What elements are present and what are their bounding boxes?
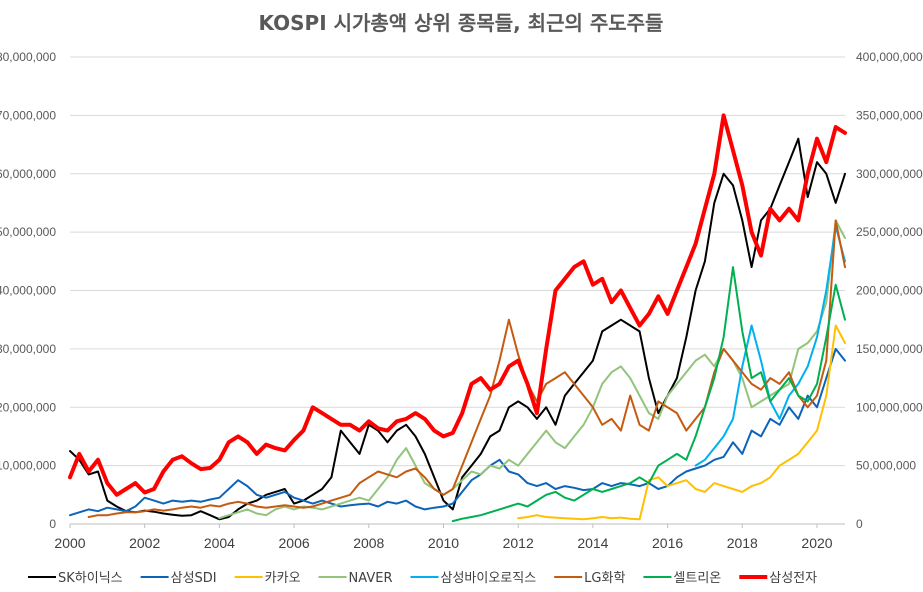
series-line-7 [451, 266, 846, 523]
legend-label-5: 삼성바이오로직스 [440, 571, 536, 586]
y-right-tick-label: 250,000,000 [856, 225, 923, 239]
y-right-tick-label: 350,000,000 [856, 108, 923, 122]
y-right-tick-label: 400,000,000 [856, 50, 923, 64]
gridlines [70, 56, 845, 467]
y-left-tick-label: 50,000,000 [0, 225, 56, 239]
y-left-tick-label: 80,000,000 [0, 50, 56, 64]
x-tick-label: 2002 [129, 535, 160, 551]
series-line-3 [517, 324, 846, 521]
x-tick-label: 2020 [801, 535, 832, 551]
series-line-2 [69, 347, 846, 517]
legend-label-4: NAVER [349, 571, 393, 586]
y-left-tick-label: 10,000,000 [0, 459, 56, 473]
axes: 0 0 10,000,000 50,000,000 20,000,000 100,000,… [0, 50, 923, 551]
x-tick-label: 2006 [279, 535, 310, 551]
y-right-tick-label: 100,000,000 [856, 400, 923, 414]
y-left-tick-label: 30,000,000 [0, 342, 56, 356]
x-tick-label: 2000 [54, 535, 85, 551]
y-right-tick-label: 0 [856, 517, 863, 531]
y-right-tick-label: 200,000,000 [856, 284, 923, 298]
legend: SK하이닉스 삼성SDI 카카오 NAVER 삼성바이오로직스 LG화학 셀트리온 삼성전자 [28, 571, 817, 586]
x-tick-label: 2018 [727, 535, 758, 551]
y-left-tick-label: 20,000,000 [0, 400, 56, 414]
chart-title: KOSPI 시가총액 상위 종목들, 최근의 주도주들 [259, 11, 664, 35]
y-right-tick-label: 50,000,000 [856, 459, 916, 473]
series-line-8 [68, 113, 847, 497]
x-tick-label: 2012 [503, 535, 534, 551]
legend-label-1: SK하이닉스 [58, 571, 123, 586]
y-left-tick-label: 60,000,000 [0, 167, 56, 181]
series-line-1 [69, 137, 846, 521]
y-right-tick-label: 300,000,000 [856, 167, 923, 181]
x-tick-label: 2016 [652, 535, 683, 551]
x-tick-label: 2008 [353, 535, 384, 551]
legend-label-7: 셀트리온 [673, 571, 721, 586]
series-line-5 [694, 225, 846, 467]
y-left-tick-label: 40,000,000 [0, 284, 56, 298]
legend-label-6: LG화학 [584, 571, 625, 586]
y-right-tick-label: 150,000,000 [856, 342, 923, 356]
y-left-tick-label: 0 [49, 517, 56, 531]
series-lines [68, 113, 847, 523]
x-tick-label: 2014 [577, 535, 608, 551]
y-left-tick-label: 70,000,000 [0, 108, 56, 122]
legend-label-3: 카카오 [265, 571, 301, 586]
x-tick-label: 2004 [204, 535, 235, 551]
x-tick-label: 2010 [428, 535, 459, 551]
legend-label-8: 삼성전자 [769, 571, 817, 586]
legend-label-2: 삼성SDI [171, 571, 217, 586]
